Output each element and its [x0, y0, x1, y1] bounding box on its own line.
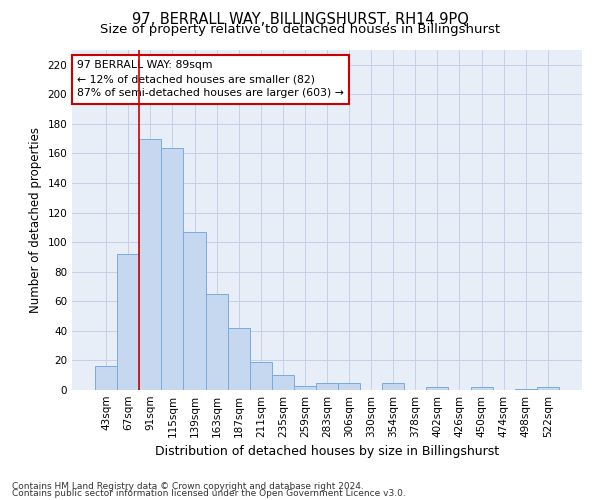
Bar — [250, 362, 272, 390]
X-axis label: Distribution of detached houses by size in Billingshurst: Distribution of detached houses by size … — [155, 446, 499, 458]
Bar — [316, 382, 338, 390]
Text: Contains HM Land Registry data © Crown copyright and database right 2024.: Contains HM Land Registry data © Crown c… — [12, 482, 364, 491]
Bar — [382, 382, 404, 390]
Bar — [139, 138, 161, 390]
Bar — [294, 386, 316, 390]
Text: Size of property relative to detached houses in Billingshurst: Size of property relative to detached ho… — [100, 22, 500, 36]
Bar — [338, 382, 360, 390]
Text: 97, BERRALL WAY, BILLINGSHURST, RH14 9PQ: 97, BERRALL WAY, BILLINGSHURST, RH14 9PQ — [131, 12, 469, 28]
Bar — [537, 387, 559, 390]
Bar — [95, 366, 117, 390]
Bar — [184, 232, 206, 390]
Bar — [206, 294, 227, 390]
Text: Contains public sector information licensed under the Open Government Licence v3: Contains public sector information licen… — [12, 490, 406, 498]
Bar — [227, 328, 250, 390]
Bar — [272, 375, 294, 390]
Bar — [117, 254, 139, 390]
Bar — [515, 388, 537, 390]
Bar — [470, 387, 493, 390]
Bar — [161, 148, 184, 390]
Text: 97 BERRALL WAY: 89sqm
← 12% of detached houses are smaller (82)
87% of semi-deta: 97 BERRALL WAY: 89sqm ← 12% of detached … — [77, 60, 344, 98]
Y-axis label: Number of detached properties: Number of detached properties — [29, 127, 42, 313]
Bar — [427, 387, 448, 390]
